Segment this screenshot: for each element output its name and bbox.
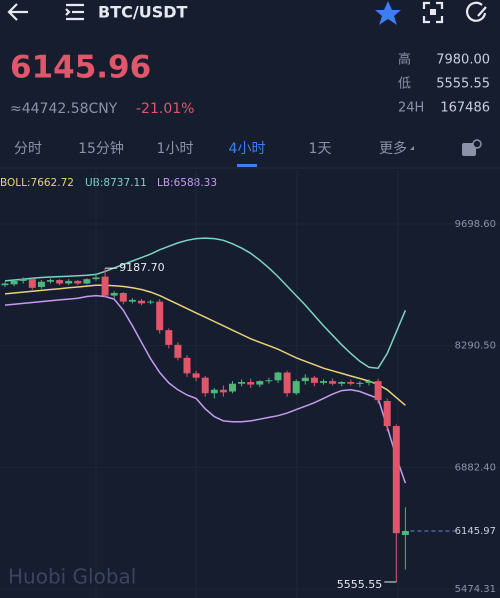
cny-price: ≈44742.58CNY [10, 101, 118, 117]
tab[interactable]: 分时 [14, 141, 42, 157]
candle-body [174, 344, 182, 358]
last-price: 6145.96 [10, 50, 151, 86]
candle-body [74, 280, 82, 284]
candle-body [347, 382, 355, 384]
candle-body [229, 383, 236, 392]
candle-body [238, 382, 246, 384]
candle-body [65, 280, 73, 284]
y-tick-label: 9698.60 [455, 219, 496, 230]
candle-body [47, 280, 54, 282]
candle-body [265, 380, 273, 382]
candle-body [56, 280, 64, 284]
stat-value: 7980.00 [436, 53, 490, 68]
annotation-label: 9187.70 [119, 261, 165, 274]
tab[interactable]: 4小时 [229, 141, 266, 157]
stat-label: 高 [398, 52, 411, 68]
candle-body [392, 426, 400, 534]
candle-body [320, 381, 327, 383]
candle-body [338, 382, 346, 384]
candle-body [19, 279, 27, 281]
bollinger-line [4, 237, 407, 369]
last-price-label: 6145.97 [455, 526, 496, 537]
y-tick-label: 5474.31 [455, 584, 496, 595]
back-button[interactable] [7, 3, 28, 21]
tab[interactable]: 1小时 [157, 141, 194, 157]
candle-body [383, 401, 391, 427]
price-change: -21.01% [136, 101, 194, 117]
candle-body [83, 279, 91, 284]
candle-body [274, 372, 282, 381]
tab[interactable]: 15分钟 [78, 140, 124, 157]
settings-icon[interactable] [462, 139, 482, 156]
stat-label: 24H [398, 101, 424, 116]
candle-body [301, 377, 309, 382]
indicator-label: LB:6588.33 [157, 177, 217, 189]
active-tab-underline [237, 164, 257, 167]
fullscreen-icon[interactable] [422, 1, 444, 24]
tab[interactable]: 更多 [379, 140, 407, 157]
indicator-label: BOLL:7662.72 [0, 177, 74, 189]
candle-body [247, 382, 255, 385]
candle-body [210, 389, 218, 394]
candle-body [183, 357, 191, 374]
candle-body [92, 277, 100, 280]
candle-body [256, 381, 264, 385]
candle-body [329, 381, 337, 384]
y-tick-label: 6882.40 [455, 462, 496, 473]
stat-label: 低 [398, 77, 411, 92]
candle-body [356, 382, 364, 384]
bollinger-line [4, 294, 407, 484]
tab[interactable]: 1天 [309, 141, 332, 157]
candle-body [1, 283, 9, 286]
candle-body [101, 276, 109, 296]
candle-body [283, 372, 291, 394]
candle-body [10, 280, 18, 285]
candle-body [156, 301, 164, 331]
dropdown-caret [410, 146, 414, 150]
stat-value: 5555.55 [436, 77, 490, 92]
watermark: Huobi Global [8, 565, 136, 589]
candle-body [219, 389, 227, 393]
candle-body [310, 377, 318, 383]
refresh-icon[interactable] [466, 1, 487, 22]
y-tick-label: 8290.50 [455, 341, 496, 352]
candle-body [374, 381, 382, 401]
last-price-box [456, 522, 498, 539]
candle-body [147, 301, 155, 303]
candle-body [110, 293, 118, 296]
candle-body [401, 530, 409, 535]
candle-body [28, 279, 36, 288]
indicator-label: UB:8737.11 [85, 177, 147, 189]
candle-body [192, 373, 200, 378]
annotation-label: 5555.55 [337, 578, 383, 591]
candle-body [292, 381, 300, 394]
bollinger-line [4, 284, 406, 406]
stat-value: 167486 [440, 101, 490, 116]
candle-body [119, 293, 127, 302]
candle-body [165, 330, 173, 345]
pair-title: BTC/USDT [98, 3, 187, 22]
candle-body [138, 300, 145, 304]
market-list-icon[interactable] [65, 3, 84, 21]
candle-body [128, 299, 136, 302]
candle-body [365, 381, 373, 383]
candle-body [37, 281, 45, 287]
candle-body [201, 377, 209, 394]
favorite-star[interactable] [375, 1, 401, 25]
